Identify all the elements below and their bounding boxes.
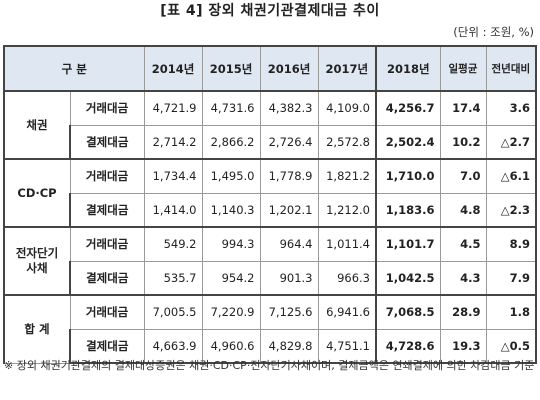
table-row: 전자단기 사채 거래대금 549.2 994.3 964.4 1,011.4 1,101.7… <box>3 226 538 296</box>
cell-2015: 994.3 <box>201 226 261 262</box>
cell-2018: 1,042.5 <box>375 260 441 296</box>
cell-2016: 4,829.8 <box>259 328 319 364</box>
cell-2016: 901.3 <box>259 260 319 296</box>
table-row: 결제대금 535.7 954.2 901.3 966.3 1,042.5 4.3 7.9 <box>4 260 538 296</box>
cell-2014: 1,414.0 <box>143 192 203 228</box>
cell-2018: 7,068.5 <box>375 294 441 330</box>
footnote: ※ 장외 채권기관결제의 결제대상증권은 채권·CD·CP·전자단기사채이며, … <box>4 359 535 372</box>
row-category: 채권 <box>3 90 71 160</box>
cell-2014: 4,663.9 <box>143 328 203 364</box>
cell-2018: 1,183.6 <box>375 192 441 228</box>
cell-2014: 549.2 <box>143 226 203 262</box>
row-category: CD·CP <box>3 158 71 228</box>
row-label: 거래대금 <box>69 226 145 262</box>
settlement-table: 구 분 2014년 2015년 2016년 2017년 2018년 일평균 전년… <box>2 45 538 364</box>
cell-2014: 2,714.2 <box>143 124 203 160</box>
cell-2015: 1,140.3 <box>201 192 261 228</box>
cell-yoy: 7.9 <box>485 260 538 296</box>
cell-daily-average: 4.3 <box>439 260 487 296</box>
cell-2017: 1,821.2 <box>317 158 377 194</box>
row-label: 결제대금 <box>68 328 145 364</box>
header-2018: 2018년 <box>375 45 441 92</box>
header-yoy: 전년대비 <box>485 45 538 92</box>
header-category: 구 분 <box>2 45 145 92</box>
cell-2016: 4,382.3 <box>259 90 319 126</box>
cell-2016: 7,125.6 <box>259 294 319 330</box>
cell-yoy: 8.9 <box>485 226 538 262</box>
cell-2016: 1,202.1 <box>259 192 319 228</box>
row-category: 전자단기 사채 <box>3 226 71 296</box>
cell-2017: 966.3 <box>317 260 377 296</box>
cell-yoy: 1.8 <box>485 294 538 330</box>
row-label: 거래대금 <box>69 90 145 126</box>
cell-daily-average: 17.4 <box>439 90 487 126</box>
cell-daily-average: 7.0 <box>439 158 487 194</box>
header-2015: 2015년 <box>201 45 261 92</box>
cell-2015: 1,495.0 <box>201 158 261 194</box>
cell-daily-average: 28.9 <box>439 294 487 330</box>
cell-2015: 4,731.6 <box>201 90 261 126</box>
table-row: 결제대금 1,414.0 1,140.3 1,202.1 1,212.0 1,183.6 4… <box>4 192 538 228</box>
cell-2015: 2,866.2 <box>201 124 261 160</box>
header-daily-average: 일평균 <box>439 45 487 92</box>
row-label: 결제대금 <box>68 192 145 228</box>
cell-yoy: △6.1 <box>485 158 538 194</box>
cell-2018: 4,256.7 <box>375 90 441 126</box>
header-2016: 2016년 <box>259 45 319 92</box>
cell-2016: 964.4 <box>259 226 319 262</box>
cell-2014: 4,721.9 <box>143 90 203 126</box>
cell-2017: 1,011.4 <box>317 226 377 262</box>
cell-2015: 954.2 <box>201 260 261 296</box>
row-category: 합 계 <box>3 294 71 364</box>
cell-2018: 2,502.4 <box>375 124 441 160</box>
cell-2014: 1,734.4 <box>143 158 203 194</box>
table-row: 결제대금 2,714.2 2,866.2 2,726.4 2,572.8 2,502.4 1… <box>4 124 538 160</box>
cell-2018: 1,101.7 <box>375 226 441 262</box>
cell-2014: 535.7 <box>143 260 203 296</box>
cell-2016: 1,778.9 <box>259 158 319 194</box>
cell-2016: 2,726.4 <box>259 124 319 160</box>
cell-yoy: △2.3 <box>485 192 538 228</box>
cell-yoy: △0.5 <box>485 328 538 364</box>
table-row: CD·CP 거래대금 1,734.4 1,495.0 1,778.9 1,821.2 1,7… <box>3 158 538 228</box>
table-row: 결제대금 4,663.9 4,960.6 4,829.8 4,751.1 4,728.6 1… <box>4 328 538 364</box>
cell-daily-average: 10.2 <box>439 124 487 160</box>
row-label: 거래대금 <box>69 294 145 330</box>
cell-2014: 7,005.5 <box>143 294 203 330</box>
cell-2015: 7,220.9 <box>201 294 261 330</box>
header-row: 구 분 2014년 2015년 2016년 2017년 2018년 일평균 전년… <box>2 45 538 92</box>
cell-daily-average: 4.5 <box>439 226 487 262</box>
table-title: [표 4] 장외 채권기관결제대금 추이 <box>160 3 380 19</box>
row-label: 거래대금 <box>69 158 145 194</box>
cell-2017: 4,109.0 <box>317 90 377 126</box>
cell-yoy: △2.7 <box>485 124 538 160</box>
row-label: 결제대금 <box>68 124 145 160</box>
cell-daily-average: 19.3 <box>439 328 487 364</box>
header-2017: 2017년 <box>317 45 377 92</box>
unit-label: (단위 : 조원, %) <box>453 25 534 39</box>
header-2014: 2014년 <box>143 45 203 92</box>
row-label: 결제대금 <box>68 260 145 296</box>
cell-2017: 1,212.0 <box>317 192 377 228</box>
cell-2017: 6,941.6 <box>317 294 377 330</box>
table-row: 합 계 거래대금 7,005.5 7,220.9 7,125.6 6,941.6 7,068… <box>3 294 538 364</box>
cell-yoy: 3.6 <box>485 90 538 126</box>
cell-2017: 2,572.8 <box>317 124 377 160</box>
cell-daily-average: 4.8 <box>439 192 487 228</box>
cell-2018: 1,710.0 <box>375 158 441 194</box>
table-row: 채권 거래대금 4,721.9 4,731.6 4,382.3 4,109.0 4,256.… <box>3 90 538 160</box>
